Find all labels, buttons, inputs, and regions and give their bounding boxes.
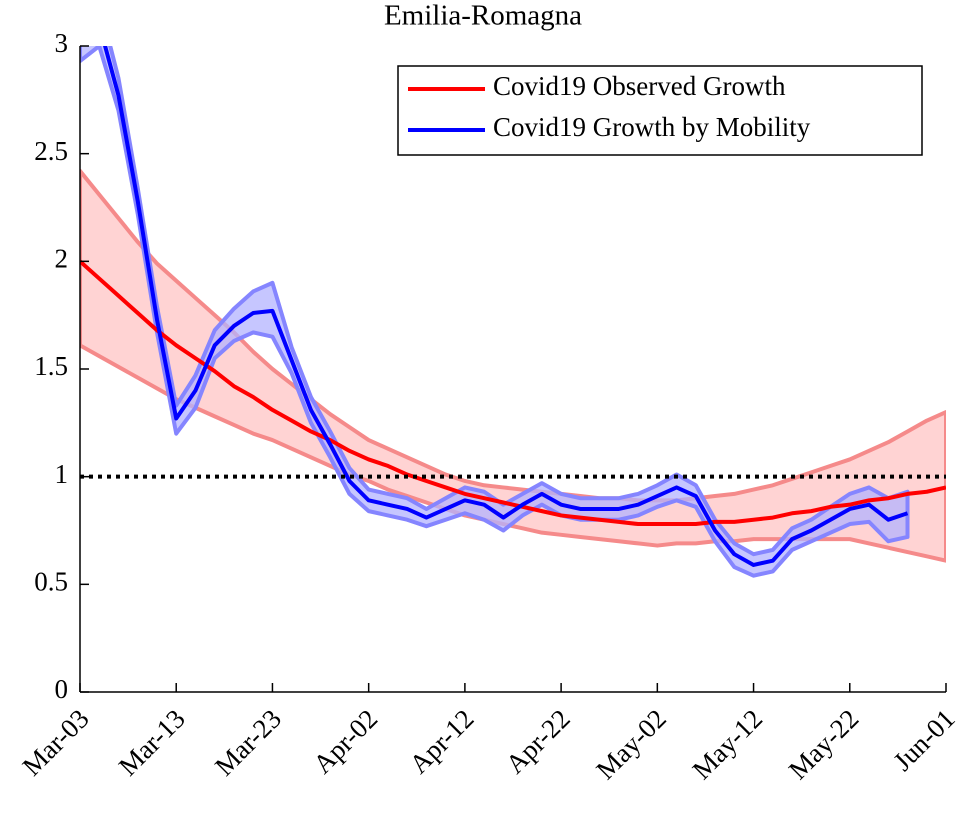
y-tick-label: 0.5 [34, 567, 68, 597]
x-tick-label: Apr-12 [404, 703, 480, 779]
chart-title: Emilia-Romagna [384, 0, 582, 32]
plot-area [80, 46, 946, 578]
legend-label: Covid19 Growth by Mobility [493, 112, 811, 142]
y-tick-label: 0 [55, 674, 69, 704]
x-tick-label: Mar-13 [113, 703, 191, 781]
x-tick-label: May-12 [687, 703, 769, 785]
y-tick-label: 2 [55, 244, 69, 274]
y-tick-label: 2.5 [34, 136, 68, 166]
y-tick-label: 3 [55, 28, 69, 58]
series-line [80, 259, 946, 527]
x-tick-label: May-22 [783, 703, 865, 785]
x-tick-label: Mar-23 [209, 703, 287, 781]
y-tick-label: 1 [55, 459, 69, 489]
x-tick-label: Apr-02 [307, 703, 383, 779]
x-tick-label: Apr-22 [500, 703, 576, 779]
legend-box [397, 65, 923, 156]
series-line [103, 46, 909, 567]
y-tick-label: 1.5 [34, 351, 68, 381]
legend-label: Covid19 Observed Growth [493, 71, 786, 101]
x-tick-label: Jun-01 [887, 703, 960, 776]
x-tick-label: May-02 [590, 703, 672, 785]
x-tick-label: Mar-03 [17, 703, 95, 781]
